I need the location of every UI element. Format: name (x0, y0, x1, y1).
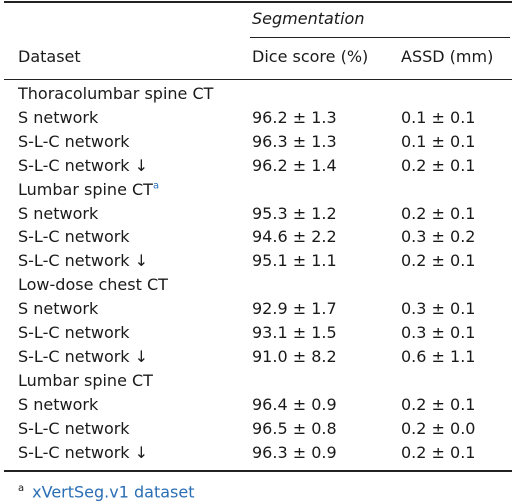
group-title-row: Lumbar spine CT (0, 370, 516, 394)
dice-score-cell: 92.9 ± 1.7 (252, 299, 337, 319)
header-bottom-rule (4, 79, 512, 80)
assd-column-header: ASSD (mm) (401, 47, 494, 66)
assd-cell: 0.2 ± 0.1 (401, 155, 476, 175)
dice-score-cell: 96.3 ± 0.9 (252, 442, 337, 462)
assd-cell: 0.3 ± 0.1 (401, 323, 476, 342)
table-row: S network 96.2 ± 1.3 0.1 ± 0.1 (0, 107, 516, 131)
group-title-row: Thoracolumbar spine CT (0, 83, 516, 107)
table-row: S-L-C network 96.3 ± 1.3 0.1 ± 0.1 (0, 131, 516, 155)
assd-cell: 0.3 ± 0.1 (401, 299, 476, 319)
assd-cell: 0.2 ± 0.1 (401, 442, 476, 462)
group-title: Thoracolumbar spine CT (18, 83, 213, 105)
method-cell: S-L-C network (18, 227, 130, 247)
assd-cell: 0.2 ± 0.1 (401, 394, 476, 414)
assd-cell: 0.3 ± 0.2 (401, 227, 476, 247)
method-cell: S network (18, 299, 99, 319)
group-title-row: Lumbar spine CTa (0, 179, 516, 203)
table-row: S network 96.4 ± 0.9 0.2 ± 0.1 (0, 394, 516, 418)
method-cell: S-L-C network ↓ (18, 346, 149, 366)
table-row: S network 95.3 ± 1.2 0.2 ± 0.1 (0, 203, 516, 227)
table-row: S-L-C network 96.5 ± 0.8 0.2 ± 0.0 (0, 418, 516, 442)
method-cell: S-L-C network ↓ (18, 251, 149, 271)
footnote-dataset-link[interactable]: xVertSeg.v1 dataset (32, 482, 195, 502)
table-row: S-L-C network ↓ 95.1 ± 1.1 0.2 ± 0.1 (0, 250, 516, 274)
dice-score-cell: 91.0 ± 8.2 (252, 346, 337, 366)
table-row: S network 92.9 ± 1.7 0.3 ± 0.1 (0, 298, 516, 322)
method-cell: S-L-C network (18, 131, 130, 151)
method-cell: S network (18, 203, 99, 223)
dice-score-cell: 95.1 ± 1.1 (252, 251, 337, 271)
assd-cell: 0.1 ± 0.1 (401, 107, 476, 127)
dice-score-cell: 96.4 ± 0.9 (252, 394, 337, 414)
method-cell: S network (18, 394, 99, 414)
table-footnote: a xVertSeg.v1 dataset (18, 478, 194, 503)
method-cell: S-L-C network ↓ (18, 442, 149, 462)
group-title-text: Lumbar spine CT (18, 370, 153, 390)
method-cell: S-L-C network ↓ (18, 155, 149, 175)
assd-cell: 0.2 ± 0.1 (401, 251, 476, 271)
group-title: Lumbar spine CTa (18, 179, 159, 201)
footnote-reference-mark[interactable]: a (152, 180, 160, 192)
assd-cell: 0.6 ± 1.1 (401, 346, 476, 366)
dice-score-cell: 95.3 ± 1.2 (252, 203, 337, 223)
footnote-mark: a (18, 483, 25, 494)
assd-cell: 0.1 ± 0.1 (401, 131, 476, 151)
table-row: S-L-C network 94.6 ± 2.2 0.3 ± 0.2 (0, 226, 516, 250)
group-title-text: Thoracolumbar spine CT (18, 84, 214, 103)
assd-cell: 0.2 ± 0.0 (401, 418, 476, 438)
dice-score-cell: 96.3 ± 1.3 (252, 131, 337, 151)
method-cell: S-L-C network (18, 418, 130, 438)
dice-score-cell: 94.6 ± 2.2 (252, 227, 337, 247)
segmentation-group-header: Segmentation (252, 9, 365, 28)
table-row: S-L-C network 93.1 ± 1.5 0.3 ± 0.1 (0, 322, 516, 346)
group-title: Lumbar spine CT (18, 370, 153, 392)
method-cell: S network (18, 107, 99, 127)
table-top-rule (4, 1, 512, 3)
group-title-row: Low-dose chest CT (0, 274, 516, 298)
table-row: S-L-C network ↓ 96.3 ± 0.9 0.2 ± 0.1 (0, 442, 516, 466)
table-row: S-L-C network ↓ 91.0 ± 8.2 0.6 ± 1.1 (0, 346, 516, 370)
group-header-underline (250, 37, 510, 38)
dataset-column-header: Dataset (18, 47, 81, 66)
dice-score-cell: 93.1 ± 1.5 (252, 323, 337, 342)
dice-score-cell: 96.2 ± 1.3 (252, 107, 337, 127)
assd-cell: 0.2 ± 0.1 (401, 203, 476, 223)
dice-column-header: Dice score (%) (252, 47, 369, 66)
table-row: S-L-C network ↓ 96.2 ± 1.4 0.2 ± 0.1 (0, 155, 516, 179)
group-title-text: Low-dose chest CT (18, 275, 168, 295)
method-cell: S-L-C network (18, 323, 130, 342)
group-title-text: Lumbar spine CT (18, 179, 153, 199)
dice-score-cell: 96.5 ± 0.8 (252, 418, 337, 438)
dice-score-cell: 96.2 ± 1.4 (252, 155, 337, 175)
group-title: Low-dose chest CT (18, 274, 168, 296)
table-bottom-rule (4, 470, 512, 472)
